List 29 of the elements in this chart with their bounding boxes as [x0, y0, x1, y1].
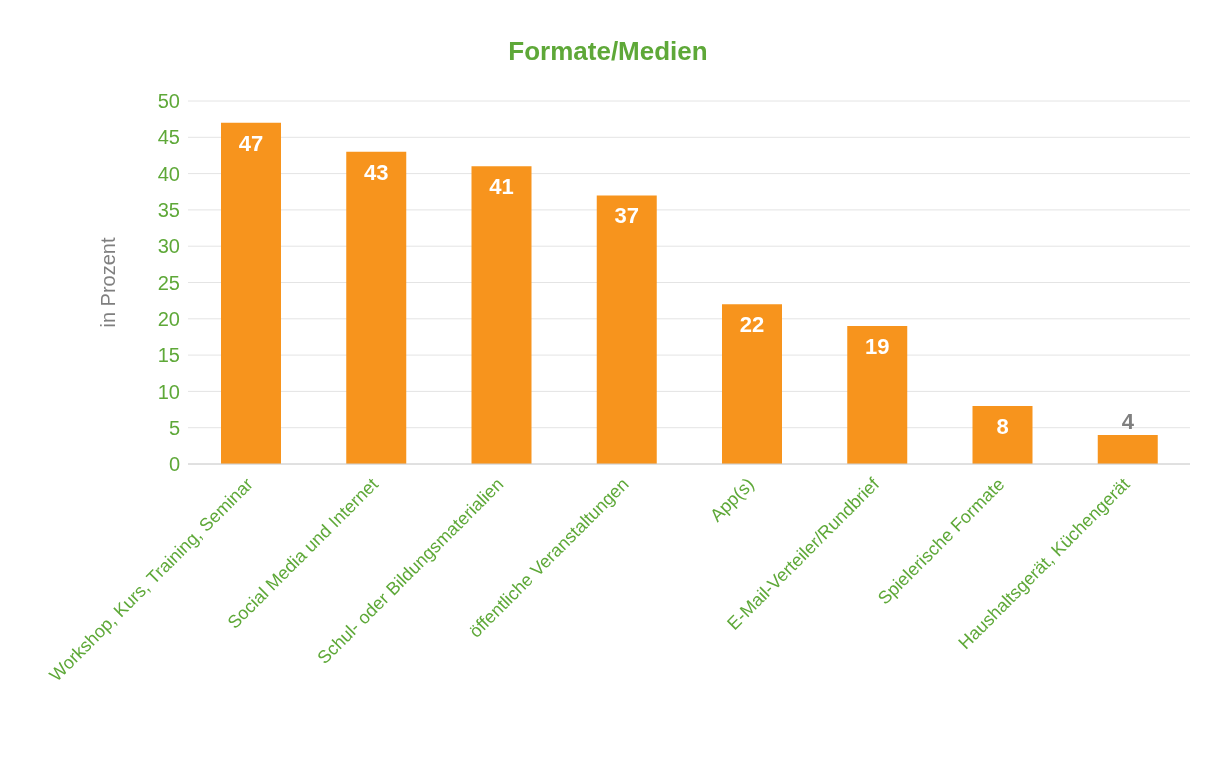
data-label: 37	[614, 203, 639, 229]
data-label: 8	[996, 413, 1009, 439]
y-tick-label: 50	[157, 90, 180, 113]
y-axis-title: in Prozent	[97, 237, 120, 328]
y-tick-label: 35	[157, 199, 180, 221]
y-tick-label: 45	[157, 126, 180, 149]
y-tick-label: 15	[157, 344, 180, 367]
bar	[471, 166, 532, 464]
data-label: 43	[364, 159, 389, 185]
y-tick-label: 40	[157, 162, 180, 185]
data-label: 4	[1121, 408, 1135, 434]
y-tick-label: 30	[157, 235, 180, 258]
data-label: 47	[238, 130, 264, 156]
data-label: 19	[865, 333, 890, 359]
data-label: 22	[739, 312, 765, 338]
y-tick-label: 10	[157, 380, 180, 403]
bar	[221, 122, 281, 464]
y-tick-label: 5	[168, 416, 180, 439]
bar	[847, 326, 908, 464]
y-tick-label: 20	[157, 307, 180, 330]
bar	[596, 195, 657, 464]
bar	[972, 405, 1033, 464]
bar	[722, 304, 782, 464]
chart-title: Formate/Medien	[507, 36, 709, 66]
bar	[1097, 434, 1158, 464]
y-tick-label: 25	[157, 271, 180, 294]
bar	[346, 151, 407, 464]
y-tick-label: 0	[168, 453, 180, 476]
data-label: 41	[489, 174, 514, 200]
